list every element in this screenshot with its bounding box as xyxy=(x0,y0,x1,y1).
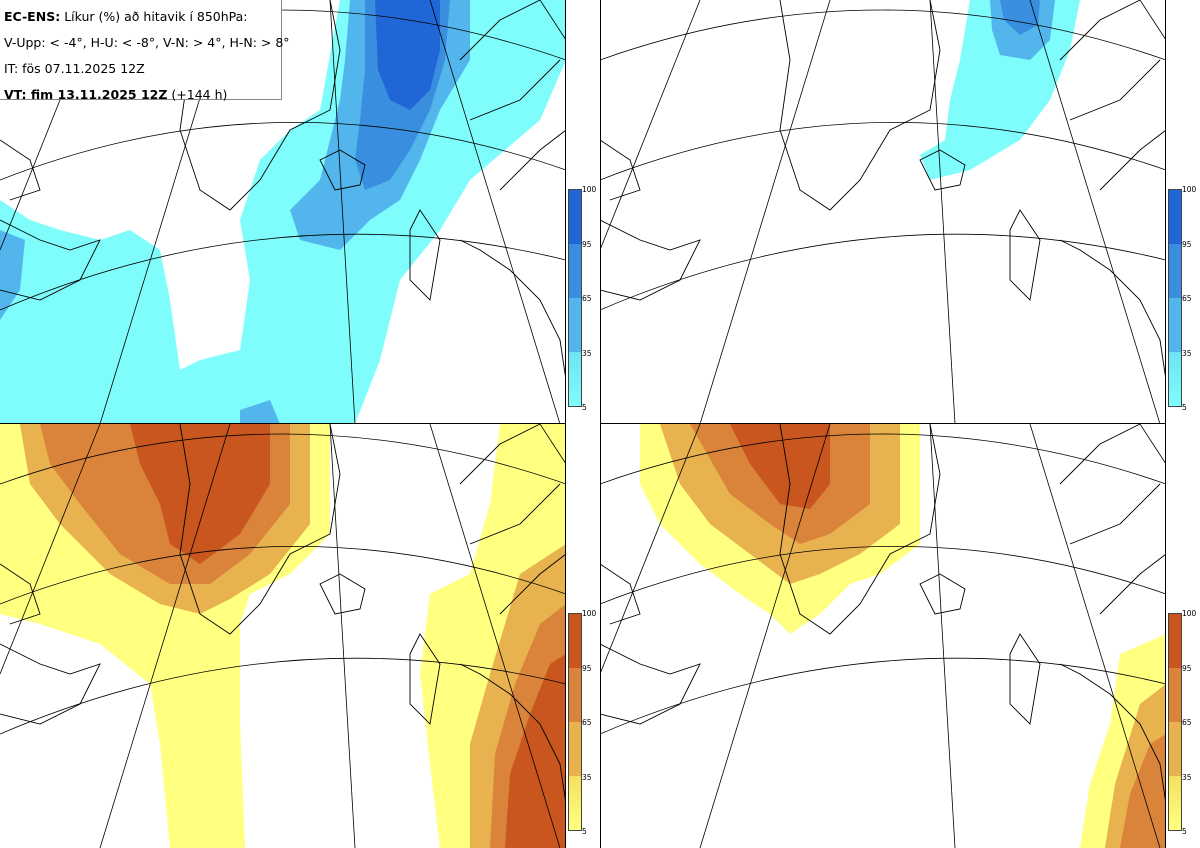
map-h-n xyxy=(600,424,1166,848)
prob-65 xyxy=(1000,0,1040,35)
graticule xyxy=(0,0,566,424)
colorbar-h-n xyxy=(1168,613,1182,831)
map-h-u xyxy=(600,0,1166,424)
divider-v3 xyxy=(1165,0,1166,848)
coastlines xyxy=(0,424,566,805)
tick-label: 65 xyxy=(1182,718,1192,727)
graticule xyxy=(600,424,1166,848)
prob-95 xyxy=(730,424,830,509)
graticule xyxy=(600,0,1166,424)
tick-label: 100 xyxy=(1182,609,1197,618)
prob-35-west xyxy=(0,230,25,320)
map-v-n xyxy=(0,424,566,848)
panel-h-u xyxy=(600,0,1166,424)
prob-65-east xyxy=(1120,734,1166,848)
tick-label: 5 xyxy=(1182,827,1187,836)
tick-label: 95 xyxy=(582,664,592,673)
tick-label: 95 xyxy=(1182,240,1192,249)
tick-label: 65 xyxy=(582,718,592,727)
tick-label: 5 xyxy=(582,403,587,412)
tick-label: 35 xyxy=(1182,773,1192,782)
divider-v2 xyxy=(600,0,601,848)
info-line3: IT: fös 07.11.2025 12Z xyxy=(4,61,145,76)
divider-right xyxy=(600,423,1166,424)
info-box: EC-ENS: Líkur (%) að hitavik í 850hPa: V… xyxy=(0,0,290,102)
coastlines xyxy=(600,424,1166,805)
prob-35-south xyxy=(240,400,280,424)
panel-v-upp: EC-ENS: Líkur (%) að hitavik í 850hPa: V… xyxy=(0,0,566,424)
panel-v-n xyxy=(0,424,566,848)
tick-label: 100 xyxy=(582,185,597,194)
map-v-upp xyxy=(0,0,566,424)
colorbar-h-u xyxy=(1168,189,1182,407)
coastlines xyxy=(0,0,566,381)
tick-label: 65 xyxy=(1182,294,1192,303)
info-line4: VT: fim 13.11.2025 12Z (+144 h) xyxy=(4,87,228,102)
colorbar-v-n xyxy=(568,613,582,831)
tick-label: 5 xyxy=(1182,403,1187,412)
coastlines xyxy=(600,0,1166,381)
tick-label: 100 xyxy=(582,609,597,618)
panel-h-n xyxy=(600,424,1166,848)
tick-label: 100 xyxy=(1182,185,1197,194)
prob-95 xyxy=(375,0,440,110)
tick-label: 65 xyxy=(582,294,592,303)
colorbar-v-upp xyxy=(568,189,582,407)
divider-v1 xyxy=(565,0,566,848)
tick-label: 35 xyxy=(1182,349,1192,358)
info-line1: EC-ENS: Líkur (%) að hitavik í 850hPa: xyxy=(4,9,248,24)
prob-95-east xyxy=(505,654,566,848)
tick-label: 35 xyxy=(582,349,592,358)
tick-label: 35 xyxy=(582,773,592,782)
prob-95 xyxy=(130,424,270,564)
info-line2: V-Upp: < -4°, H-U: < -8°, V-N: > 4°, H-N… xyxy=(4,35,290,50)
divider-left xyxy=(0,423,566,424)
tick-label: 95 xyxy=(582,240,592,249)
tick-label: 5 xyxy=(582,827,587,836)
tick-label: 95 xyxy=(1182,664,1192,673)
graticule xyxy=(0,424,566,848)
